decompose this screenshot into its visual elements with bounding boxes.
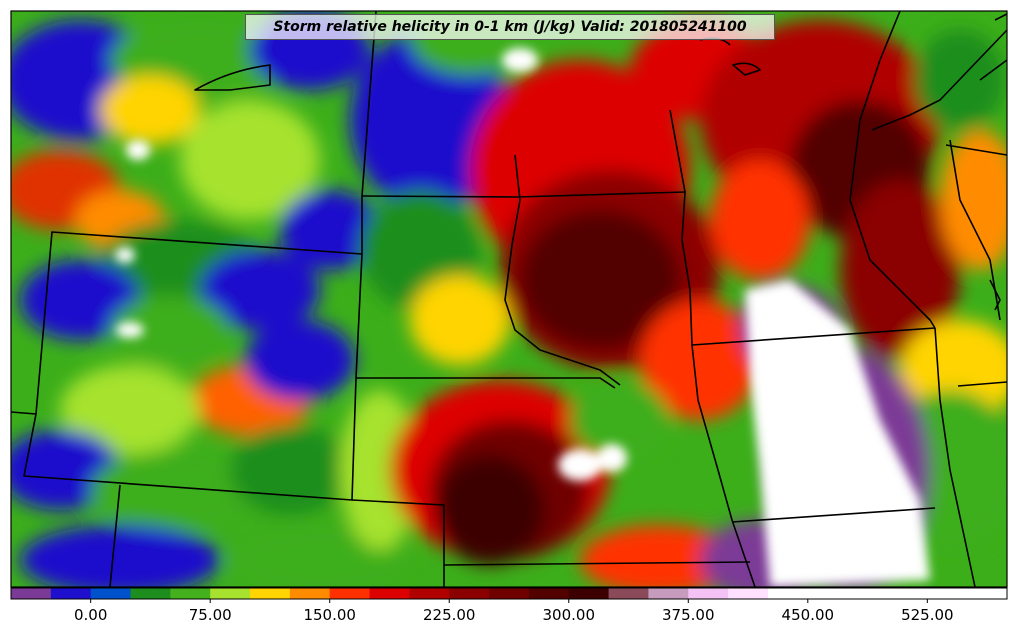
colorbar-segment [170,588,211,599]
colorbar-ticks: 0.00 75.00 150.00 225.00 300.00 375.00 450.00 5… [74,599,954,624]
colorbar-segment [767,588,809,599]
colorbar-segment [50,588,92,599]
colorbar-segment [11,588,52,599]
colorbar-segment [409,588,450,599]
colorbar-segment [568,588,610,599]
colorbar-tick-label: 225.00 [423,606,476,624]
colorbar-tick-label: 0.00 [74,606,107,624]
plot-frame [10,10,1008,588]
colorbar-tick-label: 150.00 [303,606,356,624]
colorbar-segment [90,588,132,599]
colorbar-segment [608,588,649,599]
colorbar-segment [528,588,570,599]
colorbar-tick-label: 525.00 [901,606,954,624]
colorbar-segment [130,588,171,599]
colorbar-segment [728,588,769,599]
colorbar-segment [449,588,490,599]
colorbar-segment [688,588,729,599]
colorbar-tick-label: 300.00 [543,606,596,624]
colorbar-segment [369,588,410,599]
colorbar-segment [489,588,530,599]
colorbar-frame [10,587,1008,600]
colorbar-tick-label: 375.00 [662,606,715,624]
colorbar-tick-label: 450.00 [782,606,835,624]
colorbar-segment [648,588,689,599]
colorbar-tick-label: 75.00 [189,606,232,624]
plot-title: Storm relative helicity in 0-1 km (J/kg)… [245,14,775,40]
colorbar-segment [250,588,291,599]
colorbar [10,587,1008,600]
colorbar-segment [210,588,251,599]
colorbar-segment [329,588,371,599]
helicity-field [11,11,1007,587]
state-borders [11,11,1007,587]
colorbar-segment [289,588,331,599]
colorbar-segment [807,588,849,599]
